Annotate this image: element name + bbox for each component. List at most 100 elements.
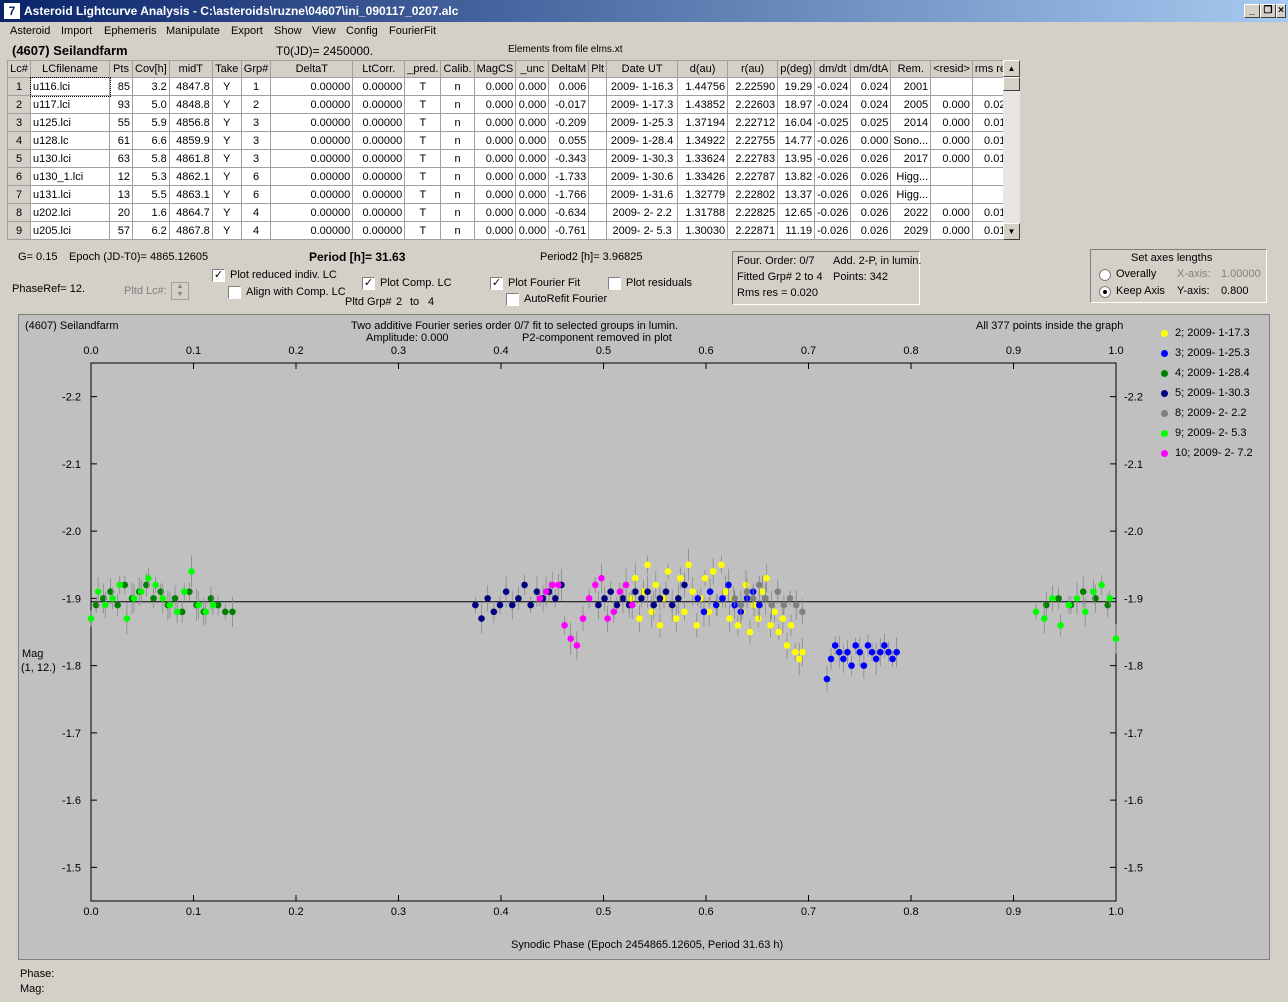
table-cell[interactable]: 2009- 1-16.3 (606, 77, 679, 96)
table-cell[interactable]: 0.006 (548, 77, 590, 96)
table-cell[interactable]: T (404, 113, 442, 132)
column-header[interactable]: MagCS (473, 60, 517, 78)
table-cell[interactable]: 3 (240, 149, 272, 168)
table-cell[interactable]: 6.2 (132, 221, 170, 240)
table-cell[interactable]: 1.31788 (677, 203, 729, 222)
column-header[interactable]: DeltaM (548, 60, 590, 78)
column-header[interactable]: d(au) (677, 60, 729, 78)
table-cell[interactable]: 1.32779 (677, 185, 729, 204)
table-cell[interactable] (930, 167, 973, 186)
table-cell[interactable]: 0.000 (930, 221, 973, 240)
table-cell[interactable] (588, 131, 608, 150)
row-number[interactable]: 9 (7, 221, 31, 240)
table-cell[interactable]: u205.lci (30, 221, 110, 240)
table-cell[interactable]: Y (211, 149, 242, 168)
table-cell[interactable]: n (440, 131, 475, 150)
table-cell[interactable] (588, 77, 608, 96)
table-cell[interactable]: 0.000 (515, 149, 550, 168)
table-cell[interactable]: 1.33426 (677, 167, 729, 186)
row-number[interactable]: 5 (7, 149, 31, 168)
pltd-lc-spinner[interactable]: ▲ ▼ (171, 282, 189, 300)
table-cell[interactable]: 14.77 (777, 131, 816, 150)
table-cell[interactable]: 0.00000 (270, 149, 354, 168)
row-number[interactable]: 1 (7, 77, 31, 96)
column-header[interactable]: LCfilename (30, 60, 110, 78)
table-cell[interactable]: 2009- 2- 5.3 (606, 221, 679, 240)
table-cell[interactable]: 0.00000 (270, 77, 354, 96)
column-header[interactable]: p(deg) (777, 60, 816, 78)
menu-show[interactable]: Show (274, 25, 302, 37)
table-cell[interactable]: 5.8 (132, 149, 170, 168)
table-cell[interactable]: Higg... (890, 167, 932, 186)
column-header[interactable]: _unc (515, 60, 550, 78)
table-cell[interactable]: n (440, 149, 475, 168)
table-cell[interactable]: 2022 (890, 203, 932, 222)
table-cell[interactable]: 0.00000 (352, 185, 406, 204)
table-cell[interactable] (588, 185, 608, 204)
table-cell[interactable]: 1.30030 (677, 221, 729, 240)
table-cell[interactable]: 0.00000 (270, 95, 354, 114)
table-cell[interactable]: -0.761 (548, 221, 590, 240)
table-cell[interactable]: 0.000 (473, 131, 517, 150)
table-cell[interactable]: u131.lci (30, 185, 110, 204)
table-cell[interactable]: 0.026 (850, 185, 892, 204)
table-cell[interactable]: 0.00000 (352, 167, 406, 186)
table-cell[interactable]: 2014 (890, 113, 932, 132)
table-cell[interactable]: 2009- 1-30.3 (606, 149, 679, 168)
table-cell[interactable]: 4864.7 (168, 203, 213, 222)
align-comp-checkbox[interactable] (228, 286, 241, 299)
table-cell[interactable]: 0.000 (515, 185, 550, 204)
table-cell[interactable]: 55 (109, 113, 133, 132)
table-cell[interactable]: 0.000 (515, 113, 550, 132)
table-cell[interactable]: 0.00000 (270, 113, 354, 132)
table-cell[interactable]: 0.025 (850, 113, 892, 132)
column-header[interactable]: Lc# (7, 60, 31, 78)
table-cell[interactable]: T (404, 185, 442, 204)
table-cell[interactable]: 2009- 1-28.4 (606, 131, 679, 150)
table-cell[interactable]: Y (211, 221, 242, 240)
table-cell[interactable]: 63 (109, 149, 133, 168)
reduced-lc-checkbox[interactable]: ✓ (212, 269, 225, 282)
table-cell[interactable]: 2005 (890, 95, 932, 114)
autorefit-checkbox[interactable] (506, 293, 519, 306)
table-cell[interactable]: -0.026 (814, 167, 852, 186)
table-cell[interactable]: 0.000 (473, 185, 517, 204)
table-cell[interactable]: T (404, 167, 442, 186)
table-cell[interactable]: 4862.1 (168, 167, 213, 186)
table-cell[interactable]: 0.00000 (352, 221, 406, 240)
table-cell[interactable]: 0.000 (473, 221, 517, 240)
table-cell[interactable]: 93 (109, 95, 133, 114)
table-cell[interactable]: 4 (240, 203, 272, 222)
table-cell[interactable]: 4863.1 (168, 185, 213, 204)
table-cell[interactable]: -0.017 (548, 95, 590, 114)
table-cell[interactable]: 1 (240, 77, 272, 96)
table-cell[interactable]: 3.2 (132, 77, 170, 96)
table-cell[interactable]: -0.024 (814, 77, 852, 96)
column-header[interactable]: _pred. (404, 60, 442, 78)
table-cell[interactable]: 1.44756 (677, 77, 729, 96)
column-header[interactable]: Pts (109, 60, 133, 78)
scroll-down-icon[interactable]: ▼ (1003, 223, 1020, 240)
table-cell[interactable]: Y (211, 167, 242, 186)
table-cell[interactable]: 0.000 (515, 131, 550, 150)
table-cell[interactable]: n (440, 221, 475, 240)
row-number[interactable]: 4 (7, 131, 31, 150)
table-cell[interactable]: 13.95 (777, 149, 816, 168)
table-cell[interactable]: 57 (109, 221, 133, 240)
table-cell[interactable]: 2.22712 (727, 113, 779, 132)
table-cell[interactable]: -0.209 (548, 113, 590, 132)
plot-residuals-checkbox[interactable] (608, 277, 621, 290)
menu-fourierfit[interactable]: FourierFit (389, 25, 437, 37)
table-cell[interactable]: T (404, 95, 442, 114)
table-cell[interactable]: -0.024 (814, 95, 852, 114)
overally-radio[interactable] (1099, 269, 1111, 281)
table-cell[interactable] (588, 221, 608, 240)
table-cell[interactable]: -1.733 (548, 167, 590, 186)
table-cell[interactable]: 0.026 (850, 221, 892, 240)
table-cell[interactable] (930, 185, 973, 204)
table-cell[interactable]: 0.000 (473, 77, 517, 96)
table-cell[interactable]: Sono... (890, 131, 932, 150)
